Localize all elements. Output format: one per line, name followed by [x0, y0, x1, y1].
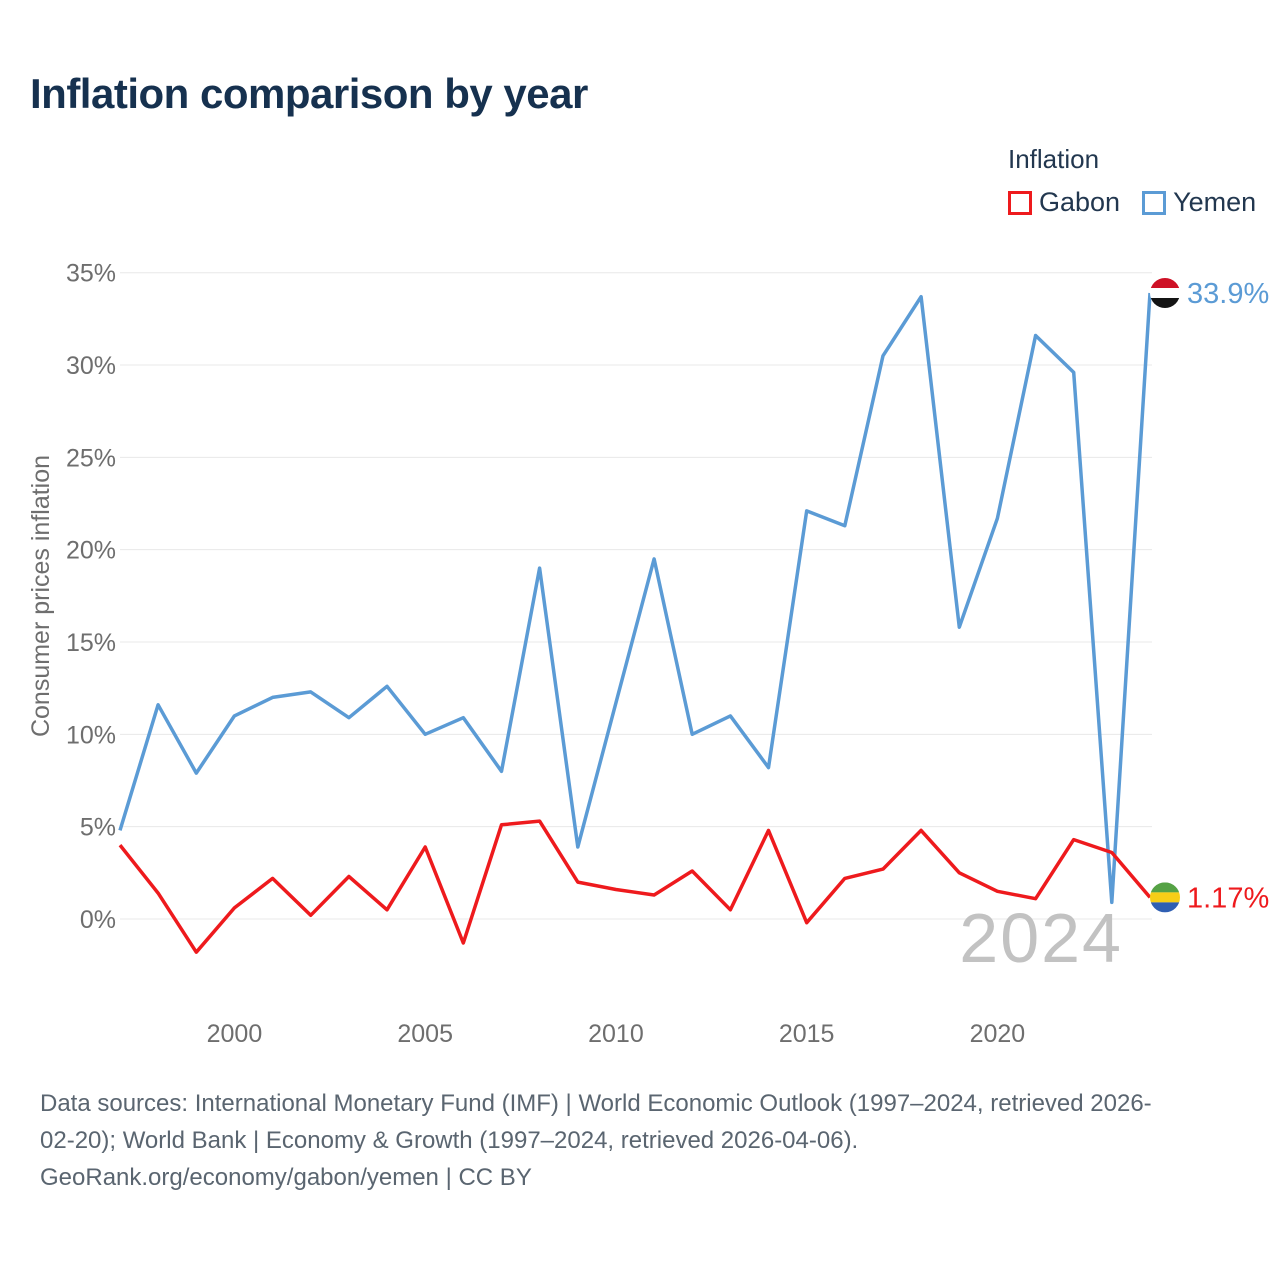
- y-tick-label: 25%: [66, 444, 116, 472]
- x-tick-label: 2000: [207, 1020, 263, 1048]
- end-value-label-yemen: 33.9%: [1187, 278, 1269, 310]
- y-tick-label: 15%: [66, 629, 116, 657]
- flag-icon-yemen: [1149, 278, 1180, 309]
- flag-stripe: [1149, 298, 1180, 309]
- y-tick-label: 0%: [80, 906, 116, 934]
- x-tick-label: 2020: [970, 1020, 1026, 1048]
- line-gabon: [118, 819, 1152, 954]
- page-title: Inflation comparison by year: [30, 70, 588, 117]
- legend-row: Gabon Yemen: [1008, 187, 1256, 218]
- year-watermark: 2024: [959, 899, 1123, 977]
- flag-stripe: [1149, 902, 1180, 913]
- flag-stripe: [1149, 882, 1180, 893]
- footer-line-3: GeoRank.org/economy/gabon/yemen | CC BY: [40, 1164, 532, 1191]
- y-tick-label: 35%: [66, 260, 116, 288]
- yemen-swatch-icon: [1142, 190, 1167, 215]
- legend-label-gabon: Gabon: [1039, 187, 1121, 217]
- legend-item-yemen: Yemen: [1142, 187, 1256, 218]
- flag-stripe: [1149, 278, 1180, 289]
- data-sources-footer: Data sources: International Monetary Fun…: [40, 1085, 1250, 1196]
- legend-title: Inflation: [1008, 144, 1100, 174]
- flag-stripe: [1149, 288, 1180, 299]
- gabon-swatch-icon: [1008, 190, 1032, 215]
- legend: Inflation Gabon Yemen: [1008, 144, 1256, 218]
- footer-line-2: 02-20); World Bank | Economy & Growth (1…: [40, 1127, 859, 1154]
- end-value-label-gabon: 1.17%: [1187, 882, 1269, 914]
- footer-line-1: Data sources: International Monetary Fun…: [40, 1090, 1152, 1117]
- y-tick-label: 5%: [80, 814, 116, 842]
- legend-label-yemen: Yemen: [1173, 187, 1257, 217]
- y-tick-label: 20%: [66, 537, 116, 565]
- line-yemen: [118, 292, 1152, 905]
- x-tick-label: 2010: [588, 1020, 644, 1048]
- legend-item-gabon: Gabon: [1008, 187, 1120, 218]
- y-tick-label: 10%: [66, 721, 116, 749]
- flag-stripe: [1149, 892, 1180, 903]
- flag-icon-gabon: [1149, 882, 1180, 913]
- y-tick-label: 30%: [66, 352, 116, 380]
- x-tick-label: 2015: [779, 1020, 835, 1048]
- y-axis-title: Consumer prices inflation: [27, 455, 55, 737]
- x-tick-label: 2005: [397, 1020, 453, 1048]
